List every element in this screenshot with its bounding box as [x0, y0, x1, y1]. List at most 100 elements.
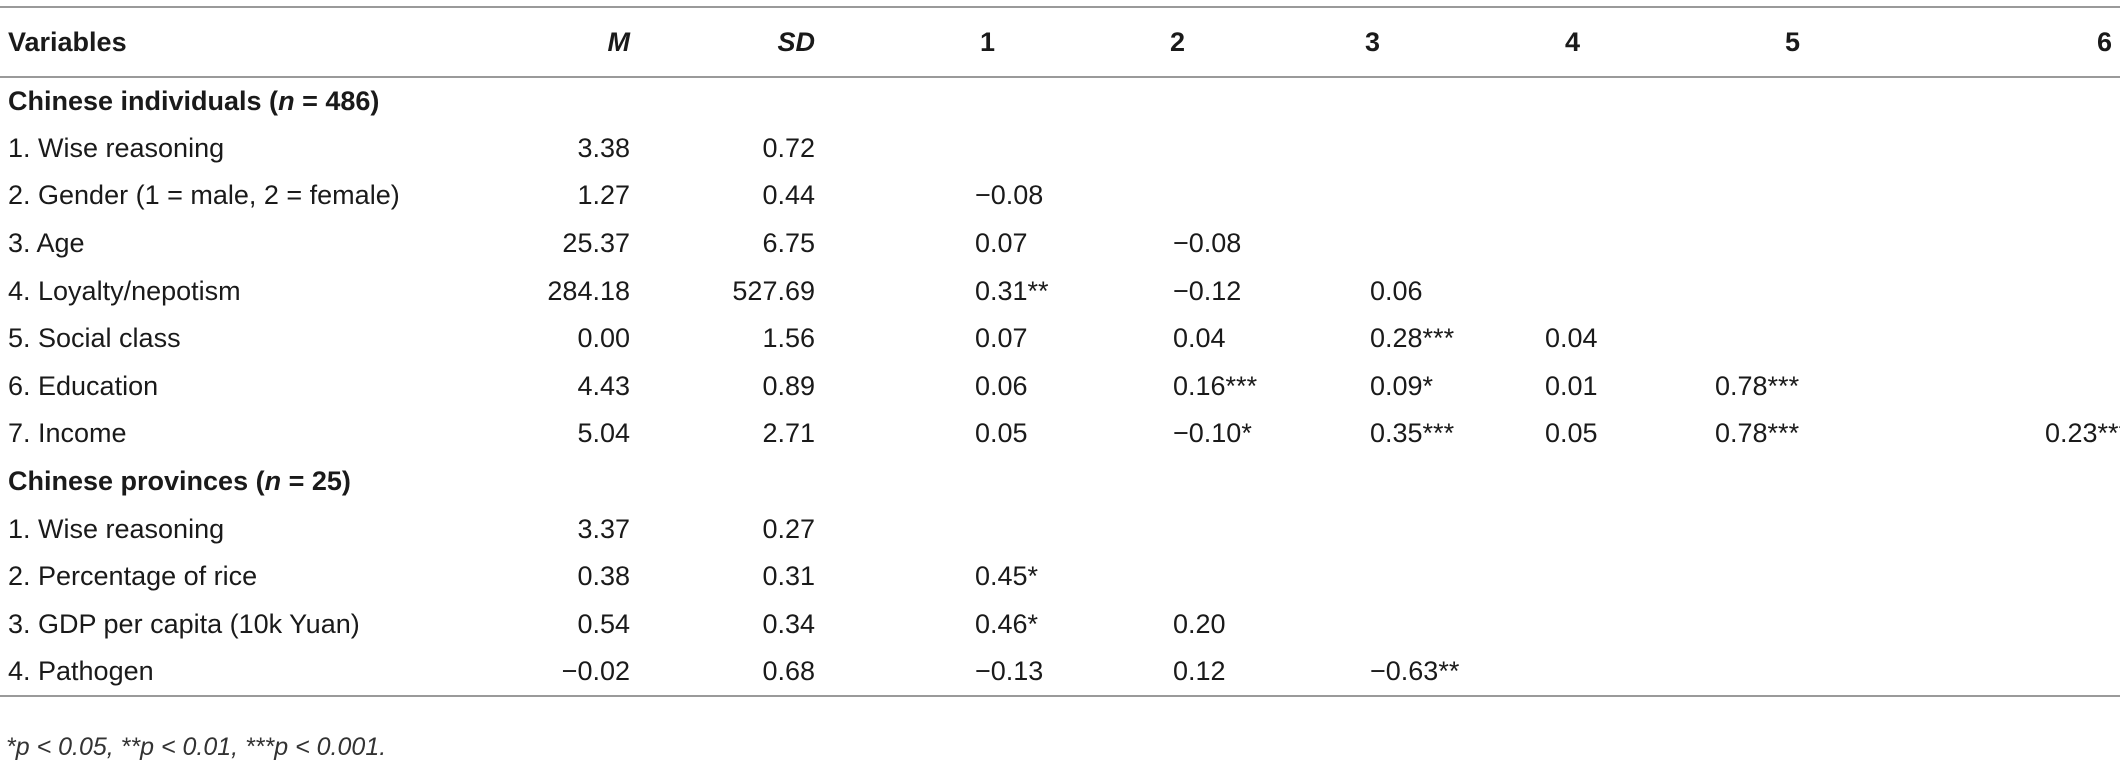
- section-row: Chinese provinces (n = 25): [0, 458, 2120, 506]
- correlation-cell-3: −0.63**: [1255, 648, 1470, 697]
- variable-label: 1. Wise reasoning: [8, 132, 225, 163]
- correlation-cell-2: 0.04: [1173, 323, 1226, 354]
- table-row: 5. Social class 0.00 1.56 0.07 0.04 0.28*** 0.…: [0, 315, 2120, 363]
- correlation-cell-5: 0.78***: [1715, 418, 1800, 449]
- table-body: Chinese individuals (n = 486) 1. Wise rea…: [0, 77, 2120, 697]
- mean-cell: 3.37: [577, 513, 630, 544]
- header-variables: Variables: [0, 6, 470, 78]
- section-title: Chinese individuals (n = 486): [8, 85, 380, 116]
- mean-cell: −0.02: [470, 648, 630, 697]
- correlation-cell-2: −0.10*: [1173, 418, 1252, 449]
- correlation-cell-1: 0.06: [975, 370, 1028, 401]
- correlation-cell-4: 0.05: [1545, 418, 1598, 449]
- variable-label: 4. Loyalty/nepotism: [8, 275, 241, 306]
- correlation-cell-4: [1470, 553, 1665, 601]
- table-row: 1. Wise reasoning 3.37 0.27: [0, 505, 2120, 553]
- mean-cell: 25.37: [562, 228, 630, 259]
- sd-cell: 527.69: [732, 275, 815, 306]
- correlation-cell-4: [1470, 125, 1665, 173]
- correlation-cell-4: [1470, 267, 1665, 315]
- correlation-cell-3: 0.28***: [1370, 323, 1455, 354]
- correlation-cell-2: [1055, 505, 1255, 553]
- table-row: 1. Wise reasoning 3.38 0.72: [0, 125, 2120, 173]
- correlation-table: Variables M SD 1 2 3 4 5 6 Chinese indiv…: [0, 6, 2120, 697]
- variable-label: 5. Social class: [8, 323, 181, 354]
- table-footnote: *p < 0.05, **p < 0.01, ***p < 0.001.: [6, 733, 387, 761]
- correlation-cell-2: [1055, 172, 1255, 220]
- correlation-cell-1: −0.08: [975, 180, 1044, 211]
- variable-label: 6. Education: [8, 370, 159, 401]
- header-mean: M: [470, 6, 630, 78]
- sd-cell: 0.68: [630, 648, 845, 697]
- correlation-cell-4: 0.01: [1545, 370, 1598, 401]
- correlation-cell-2: [1055, 125, 1255, 173]
- header-col-6: 6: [1890, 6, 2120, 78]
- correlation-cell-5: [1665, 172, 1890, 220]
- table-row: 2. Gender (1 = male, 2 = female) 1.27 0.44…: [0, 172, 2120, 220]
- correlation-cell-5: [1665, 553, 1890, 601]
- correlation-cell-2: −0.08: [1173, 228, 1242, 259]
- correlation-cell-2: [1055, 553, 1255, 601]
- correlation-cell-4: [1470, 220, 1665, 268]
- header-col-3: 3: [1255, 6, 1470, 78]
- correlation-cell-4: 0.04: [1545, 323, 1598, 354]
- correlation-cell-5: [1665, 267, 1890, 315]
- correlation-cell-6: [1890, 125, 2120, 173]
- variable-label: 4. Pathogen: [0, 648, 470, 697]
- section-title: Chinese provinces (n = 25): [8, 466, 351, 497]
- table-row: 4. Pathogen −0.02 0.68 −0.13 0.12 −0.63**: [0, 648, 2120, 697]
- correlation-cell-2: −0.12: [1173, 275, 1242, 306]
- section-row: Chinese individuals (n = 486): [0, 77, 2120, 125]
- correlation-cell-1: 0.07: [975, 228, 1028, 259]
- variable-label: 3. GDP per capita (10k Yuan): [8, 608, 360, 639]
- correlation-cell-6: [1890, 315, 2120, 363]
- sd-cell: 0.34: [762, 608, 815, 639]
- correlation-cell-3: 0.06: [1370, 275, 1423, 306]
- correlation-cell-6: [1890, 601, 2120, 649]
- variable-label: 7. Income: [8, 418, 127, 449]
- sd-cell: 0.31: [762, 561, 815, 592]
- correlation-cell-5: 0.78***: [1715, 370, 1800, 401]
- table-row: 3. GDP per capita (10k Yuan) 0.54 0.34 0.46…: [0, 601, 2120, 649]
- correlation-cell-4: [1470, 172, 1665, 220]
- sd-cell: 0.89: [762, 370, 815, 401]
- correlation-cell-3: [1255, 505, 1470, 553]
- correlation-cell-3: [1255, 220, 1470, 268]
- correlation-cell-6: [1890, 553, 2120, 601]
- table-row: 3. Age 25.37 6.75 0.07 −0.08: [0, 220, 2120, 268]
- correlation-cell-2: 0.16***: [1173, 370, 1258, 401]
- mean-cell: 0.00: [577, 323, 630, 354]
- table-row: 7. Income 5.04 2.71 0.05 −0.10* 0.35*** 0.05 0.…: [0, 410, 2120, 458]
- variable-label: 3. Age: [8, 228, 85, 259]
- mean-cell: 284.18: [547, 275, 630, 306]
- correlation-cell-2: 0.20: [1173, 608, 1226, 639]
- mean-cell: 0.38: [577, 561, 630, 592]
- sd-cell: 0.44: [762, 180, 815, 211]
- correlation-cell-3: [1255, 125, 1470, 173]
- correlation-cell-4: [1470, 648, 1665, 697]
- correlation-cell-6: 0.23***: [2045, 418, 2120, 449]
- variable-label: 1. Wise reasoning: [8, 513, 225, 544]
- mean-cell: 1.27: [577, 180, 630, 211]
- correlation-cell-1: 0.46*: [975, 608, 1039, 639]
- variable-label: 2. Percentage of rice: [8, 561, 258, 592]
- correlation-cell-6: [1890, 267, 2120, 315]
- mean-cell: 0.54: [577, 608, 630, 639]
- correlation-cell-5: [1665, 220, 1890, 268]
- mean-cell: 3.38: [577, 132, 630, 163]
- header-col-2: 2: [1055, 6, 1255, 78]
- correlation-cell-1: [845, 505, 1055, 553]
- table-row: 4. Loyalty/nepotism 284.18 527.69 0.31** −0.…: [0, 267, 2120, 315]
- correlation-cell-1: 0.45*: [975, 561, 1039, 592]
- sd-cell: 0.72: [762, 132, 815, 163]
- sd-cell: 6.75: [762, 228, 815, 259]
- correlation-cell-1: [845, 125, 1055, 173]
- mean-cell: 4.43: [577, 370, 630, 401]
- header-sd: SD: [630, 6, 845, 78]
- table-row: 6. Education 4.43 0.89 0.06 0.16*** 0.09* 0.01…: [0, 363, 2120, 411]
- correlation-cell-5: [1665, 648, 1890, 697]
- correlation-cell-5: [1665, 505, 1890, 553]
- sd-cell: 0.27: [762, 513, 815, 544]
- correlation-cell-4: [1470, 505, 1665, 553]
